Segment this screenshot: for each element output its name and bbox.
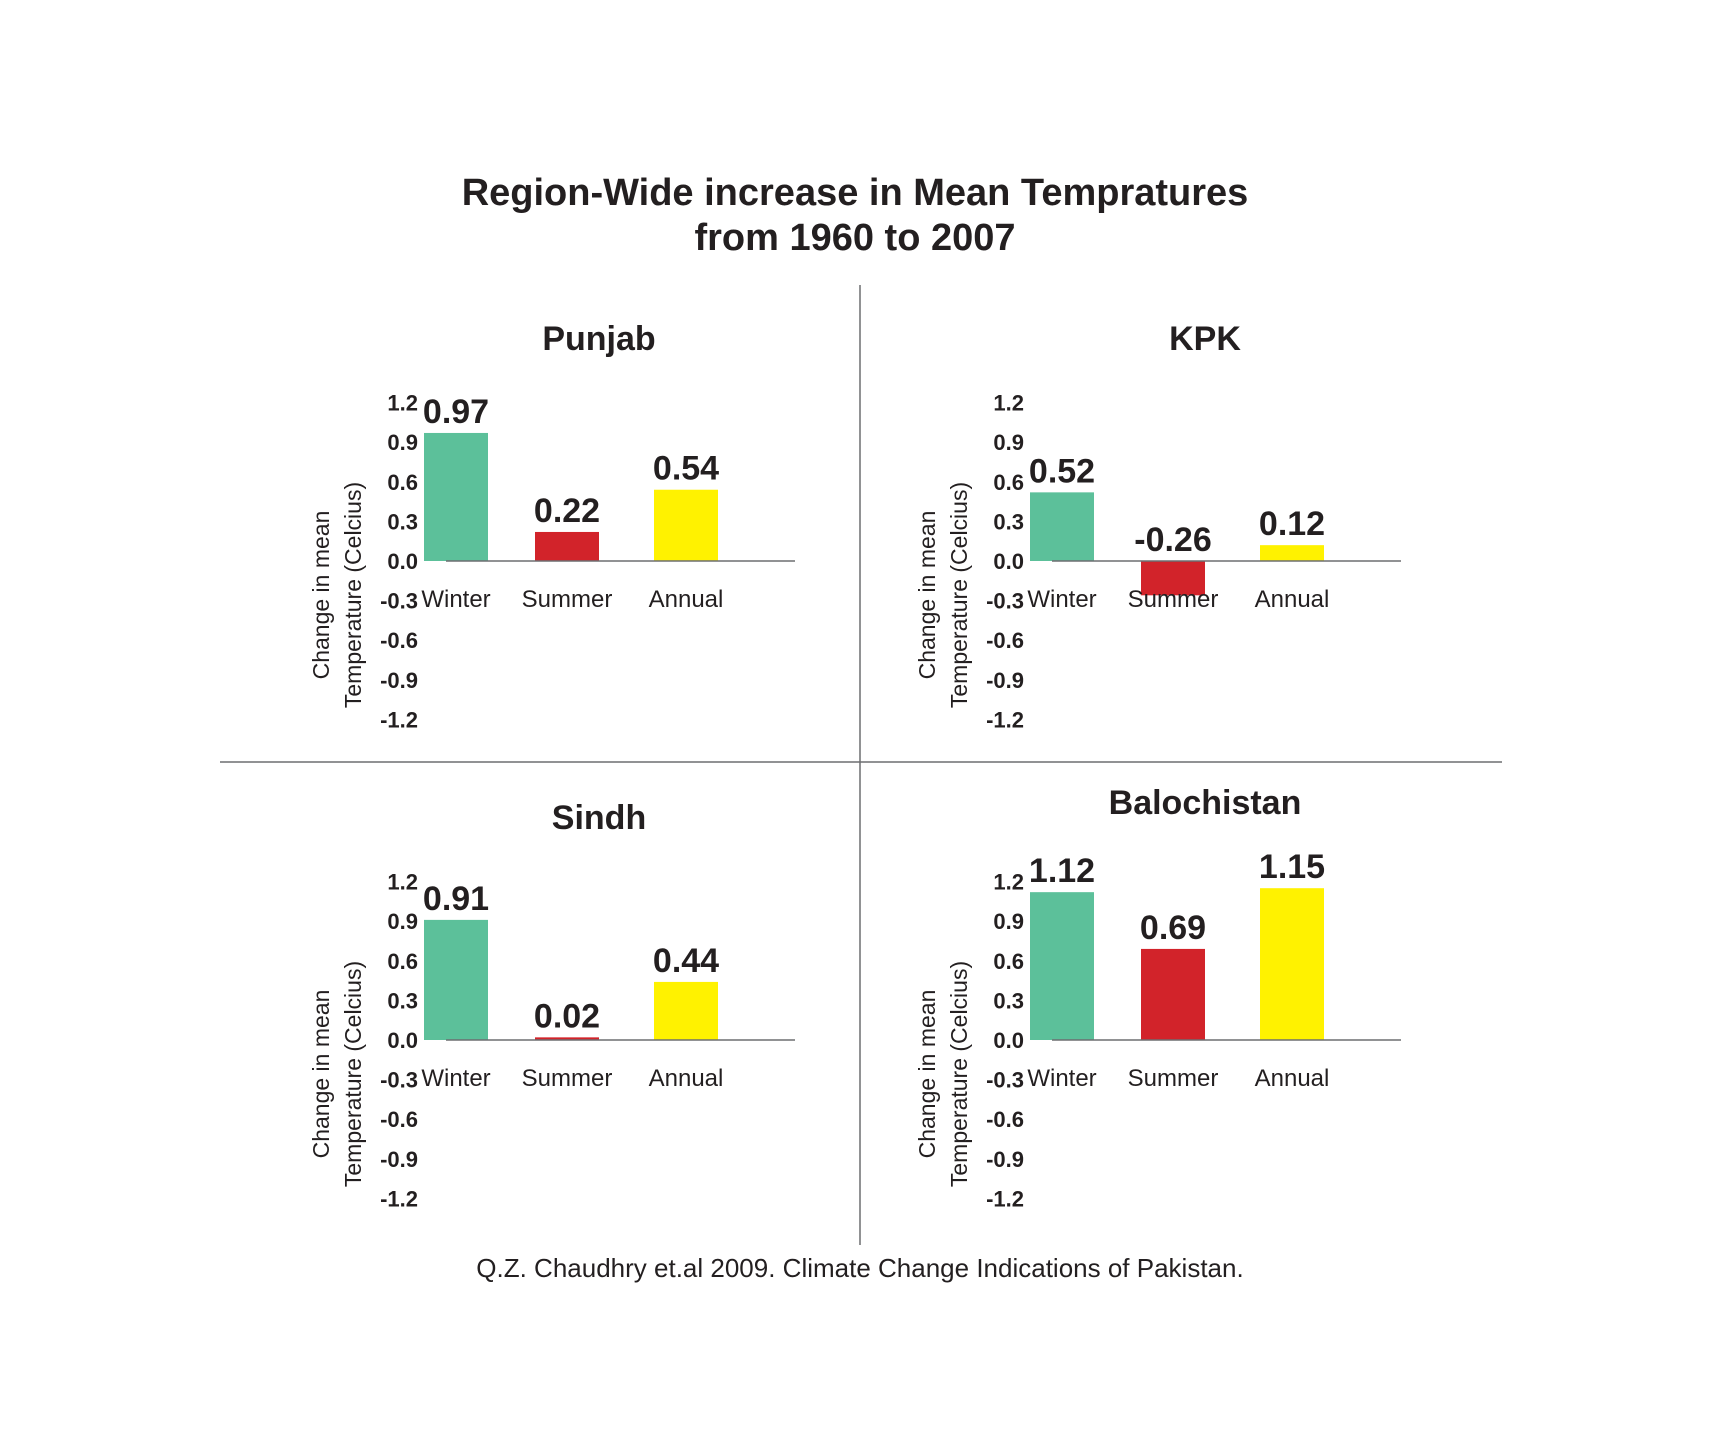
y-tick-label: 0.0 — [993, 549, 1024, 574]
y-tick-label: 1.2 — [387, 391, 418, 416]
y-tick-label: -0.6 — [380, 628, 418, 653]
category-label: Winter — [1027, 586, 1096, 613]
region-title: Punjab — [542, 320, 655, 358]
value-label: -0.26 — [1134, 521, 1212, 559]
region-title: Sindh — [552, 799, 646, 837]
y-axis-label-line2: Temperature (Celcius) — [340, 961, 366, 1187]
y-tick-label: -0.3 — [380, 1068, 418, 1093]
y-tick-label: 0.0 — [387, 549, 418, 574]
y-axis-label-line2: Temperature (Celcius) — [340, 482, 366, 708]
y-tick-label: 0.6 — [387, 470, 418, 495]
value-label: 0.54 — [653, 450, 719, 488]
bar-winter — [1030, 492, 1094, 561]
y-tick-label: -0.3 — [986, 589, 1024, 614]
y-axis-label-line2: Temperature (Celcius) — [946, 482, 972, 708]
category-label: Summer — [522, 586, 613, 613]
bar-winter — [424, 919, 488, 1040]
y-axis-label-line2: Temperature (Celcius) — [946, 961, 972, 1187]
y-tick-label: 0.3 — [387, 509, 418, 534]
y-axis-label-line1: Change in mean — [308, 511, 334, 680]
y-tick-label: 0.9 — [387, 909, 418, 934]
category-label: Winter — [421, 1065, 490, 1092]
bar-annual — [1260, 545, 1324, 561]
bar-summer — [1141, 561, 1205, 596]
category-label: Winter — [1027, 1065, 1096, 1092]
y-tick-label: 1.2 — [993, 870, 1024, 895]
y-tick-label: 0.9 — [993, 430, 1024, 455]
y-tick-label: -1.2 — [380, 707, 418, 732]
bar-annual — [654, 981, 718, 1040]
category-label: Summer — [1128, 586, 1219, 613]
category-label: Annual — [649, 1065, 724, 1092]
y-tick-label: 1.2 — [387, 870, 418, 895]
category-label: Winter — [421, 586, 490, 613]
y-tick-label: 0.9 — [387, 430, 418, 455]
category-label: Summer — [1128, 1065, 1219, 1092]
category-label: Annual — [649, 586, 724, 613]
region-title: Balochistan — [1109, 784, 1302, 822]
chart-panel-balochistan: Balochistan Change in mean Temperature (Ce… — [914, 784, 1401, 1211]
value-label: 0.12 — [1259, 505, 1325, 543]
y-tick-label: -0.9 — [986, 1147, 1024, 1172]
category-label: Summer — [522, 1065, 613, 1092]
y-tick-label: 0.3 — [387, 988, 418, 1013]
y-axis-label-line1: Change in mean — [914, 990, 940, 1159]
value-label: 1.15 — [1259, 848, 1325, 886]
y-tick-label: -0.9 — [380, 1147, 418, 1172]
y-tick-label: 0.3 — [993, 988, 1024, 1013]
chart-panel-sindh: Sindh Change in mean Temperature (Celcius)… — [308, 799, 795, 1211]
y-tick-label: -0.6 — [986, 628, 1024, 653]
value-label: 0.02 — [534, 997, 600, 1035]
y-tick-label: 0.6 — [993, 470, 1024, 495]
bar-winter — [424, 432, 488, 561]
value-label: 0.97 — [423, 393, 489, 431]
value-label: 0.91 — [423, 880, 489, 918]
y-tick-label: 0.0 — [387, 1028, 418, 1053]
bar-winter — [1030, 892, 1094, 1040]
y-tick-label: -0.6 — [986, 1107, 1024, 1132]
y-tick-label: 0.0 — [993, 1028, 1024, 1053]
y-tick-label: 0.9 — [993, 909, 1024, 934]
y-tick-label: 1.2 — [993, 391, 1024, 416]
chart-panel-punjab: Punjab Change in mean Temperature (Celcius… — [308, 320, 795, 732]
y-tick-label: 0.6 — [387, 949, 418, 974]
y-tick-label: -0.3 — [380, 589, 418, 614]
y-tick-label: -1.2 — [380, 1186, 418, 1211]
y-tick-label: 0.3 — [993, 509, 1024, 534]
y-axis-label-line1: Change in mean — [914, 511, 940, 680]
bar-annual — [1260, 888, 1324, 1040]
y-tick-label: -0.6 — [380, 1107, 418, 1132]
bar-summer — [1141, 948, 1205, 1040]
y-tick-label: -0.3 — [986, 1068, 1024, 1093]
value-label: 0.69 — [1140, 909, 1206, 947]
bar-summer — [535, 531, 599, 561]
y-tick-label: -0.9 — [986, 668, 1024, 693]
chart-panel-kpk: KPK Change in mean Temperature (Celcius) 1.… — [914, 320, 1401, 732]
y-tick-label: 0.6 — [993, 949, 1024, 974]
y-tick-label: -1.2 — [986, 1186, 1024, 1211]
value-label: 0.22 — [534, 492, 600, 530]
figure-title-line1: Region-Wide increase in Mean Tempratures — [462, 172, 1249, 214]
category-label: Annual — [1255, 1065, 1330, 1092]
source-caption: Q.Z. Chaudhry et.al 2009. Climate Change… — [476, 1253, 1243, 1283]
bar-annual — [654, 489, 718, 561]
y-tick-label: -0.9 — [380, 668, 418, 693]
category-label: Annual — [1255, 586, 1330, 613]
figure-title-line2: from 1960 to 2007 — [694, 217, 1015, 259]
bar-summer — [535, 1037, 599, 1040]
y-axis-label-line1: Change in mean — [308, 990, 334, 1159]
value-label: 0.44 — [653, 942, 719, 980]
value-label: 0.52 — [1029, 452, 1095, 490]
value-label: 1.12 — [1029, 852, 1095, 890]
region-title: KPK — [1169, 320, 1241, 358]
y-tick-label: -1.2 — [986, 707, 1024, 732]
